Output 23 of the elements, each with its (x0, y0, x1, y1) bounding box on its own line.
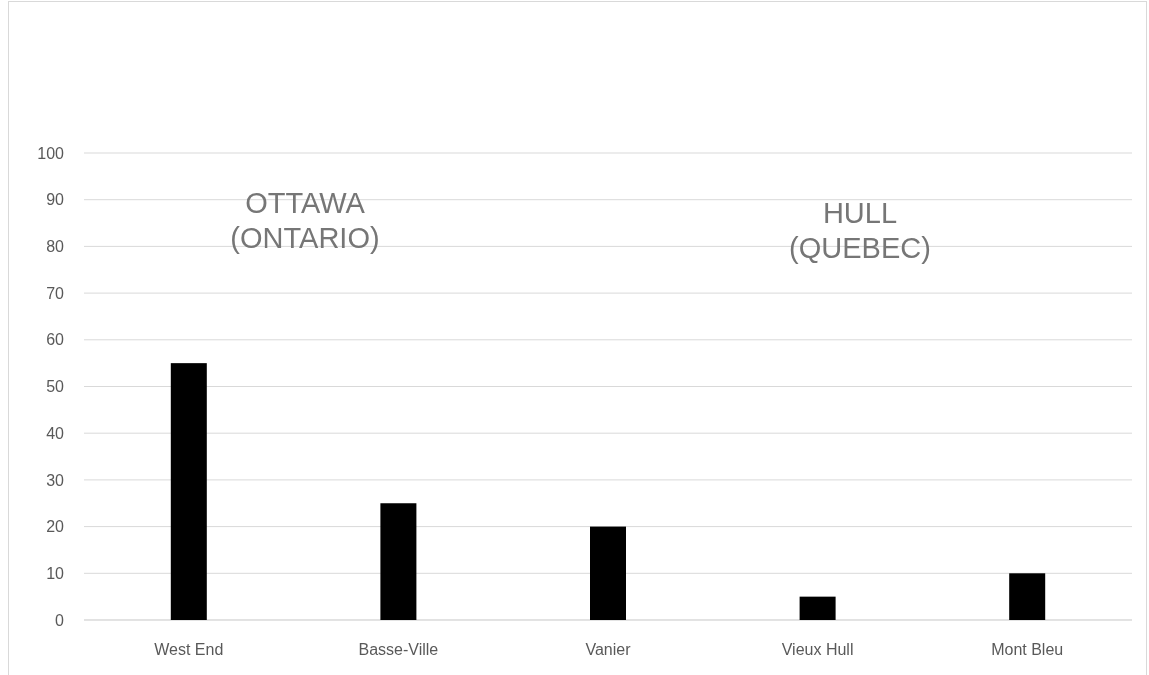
bar (380, 503, 417, 620)
y-tick-label: 90 (46, 191, 65, 209)
y-tick-label: 80 (46, 238, 65, 255)
y-tick-label: 10 (46, 564, 65, 582)
annotation: HULL (QUEBEC) (789, 197, 931, 264)
y-tick-label: 20 (46, 518, 65, 536)
y-tick-label: 60 (46, 331, 65, 349)
x-tick-label: Vieux Hull (781, 641, 854, 658)
y-tick-label: 70 (46, 284, 65, 302)
annotation: OTTAWA (ONTARIO) (230, 187, 380, 254)
y-tick-label: 40 (46, 424, 65, 442)
y-tick-label: 0 (55, 611, 65, 629)
y-tick-label: 50 (46, 378, 65, 396)
y-tick-label: 30 (46, 471, 65, 489)
bar (799, 596, 836, 620)
y-tick-label: 100 (37, 144, 65, 162)
x-tick-label: Basse-Ville (358, 641, 439, 658)
x-tick-label: Vanier (585, 641, 632, 658)
x-tick-label: West End (154, 641, 224, 658)
x-tick-label: Mont Bleu (991, 641, 1064, 658)
bar (170, 363, 207, 620)
bar (1009, 573, 1046, 620)
bar (590, 526, 626, 620)
